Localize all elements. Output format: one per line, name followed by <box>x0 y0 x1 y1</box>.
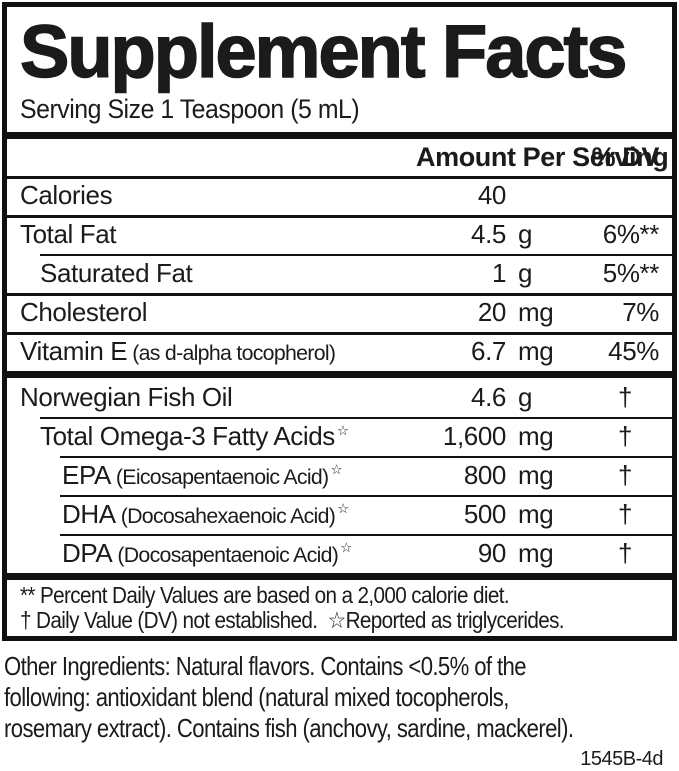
nutrient-dv: † <box>617 538 632 568</box>
nutrient-dv: † <box>617 421 632 451</box>
nutrient-amount: 40 <box>477 180 507 210</box>
triglyceride-star-mark: ☆ <box>336 423 349 439</box>
column-header-spacer <box>20 139 416 176</box>
product-code: 1545B-4d <box>580 748 663 770</box>
row-vitamin-e: Vitamin E (as d-alpha tocopherol) 6.7 mg … <box>7 332 672 371</box>
percent-dv-header: % DV <box>591 142 660 172</box>
thick-divider <box>7 573 672 580</box>
other-ingredients: Other Ingredients: Natural flavors. Cont… <box>0 643 679 744</box>
other-ingredients-line: following: antioxidant blend (natural mi… <box>4 682 509 712</box>
nutrient-amount: 4.5 <box>471 219 506 249</box>
nutrient-dv: † <box>617 382 632 412</box>
nutrient-name: EPA <box>62 460 111 490</box>
nutrient-unit: mg <box>518 460 554 490</box>
nutrient-name: Vitamin E <box>20 336 128 366</box>
serving-size-row: Serving Size 1 Teaspoon (5 mL) <box>7 89 672 132</box>
nutrient-name: Total Omega-3 Fatty Acids <box>40 421 335 451</box>
nutrient-dv <box>559 176 659 215</box>
row-cholesterol: Cholesterol 20 mg 7% <box>7 293 672 332</box>
nutrient-dv: † <box>617 499 632 529</box>
nutrient-name: Total Fat <box>20 219 117 249</box>
nutrient-dv: 45% <box>608 336 659 366</box>
nutrient-unit: mg <box>518 538 554 568</box>
nutrient-amount: 4.6 <box>471 382 506 412</box>
nutrient-amount: 1 <box>491 258 506 288</box>
footnotes: ** Percent Daily Values are based on a 2… <box>7 580 672 636</box>
nutrient-amount: 90 <box>477 538 507 568</box>
nutrient-name: Calories <box>20 180 113 210</box>
nutrient-amount: 6.7 <box>471 336 506 366</box>
facts-panel: Supplement Facts Serving Size 1 Teaspoon… <box>2 2 677 641</box>
nutrient-unit: g <box>518 219 533 249</box>
nutrient-unit: g <box>518 382 533 412</box>
thick-divider <box>7 132 672 139</box>
amount-per-serving-header: Amount Per Serving <box>416 142 669 172</box>
panel-title: Supplement Facts <box>19 10 628 93</box>
triglyceride-star-mark: ☆ <box>340 540 352 556</box>
footnote-percent-dv: ** Percent Daily Values are based on a 2… <box>20 582 510 608</box>
nutrient-name-detail: (Docosahexaenoic Acid) <box>120 504 336 528</box>
nutrient-name: DPA <box>62 538 113 568</box>
nutrient-unit: mg <box>518 421 554 451</box>
row-norwegian-fish-oil: Norwegian Fish Oil 4.6 g † <box>7 378 672 417</box>
row-total-fat: Total Fat 4.5 g 6%** <box>7 215 672 254</box>
row-saturated-fat: Saturated Fat 1 g 5%** <box>7 254 672 293</box>
nutrient-unit: mg <box>518 336 554 366</box>
footnote-dv-not-established: † Daily Value (DV) not established. ☆Rep… <box>20 607 565 633</box>
row-calories: Calories 40 <box>7 176 672 215</box>
nutrient-unit: g <box>518 258 533 288</box>
nutrient-name-detail: (Eicosapentaenoic Acid) <box>115 465 329 489</box>
nutrient-amount: 20 <box>477 297 507 327</box>
nutrient-name: Saturated Fat <box>40 258 193 288</box>
nutrient-dv: 5%** <box>602 258 660 288</box>
nutrient-name: DHA <box>62 499 116 529</box>
nutrient-name: Cholesterol <box>20 297 148 327</box>
nutrient-amount: 1,600 <box>442 421 506 451</box>
nutrient-dv: 6%** <box>602 219 660 249</box>
row-epa: EPA (Eicosapentaenoic Acid) ☆ 800 mg † <box>7 456 672 495</box>
nutrient-name-detail: (as d-alpha tocopherol) <box>132 341 336 365</box>
column-header-row: Amount Per Serving % DV <box>7 139 672 176</box>
row-total-omega-3: Total Omega-3 Fatty Acids ☆ 1,600 mg † <box>7 417 672 456</box>
serving-size-text: Serving Size 1 Teaspoon (5 mL) <box>20 94 360 124</box>
nutrient-dv: 7% <box>622 297 659 327</box>
other-ingredients-line: Other Ingredients: Natural flavors. Cont… <box>4 651 527 681</box>
nutrient-unit: mg <box>518 499 554 529</box>
nutrient-unit: mg <box>518 297 554 327</box>
triglyceride-star-mark: ☆ <box>330 462 343 478</box>
nutrient-unit <box>506 176 559 215</box>
row-dpa: DPA (Docosapentaenoic Acid) ☆ 90 mg † <box>7 534 672 573</box>
row-dha: DHA (Docosahexaenoic Acid) ☆ 500 mg † <box>7 495 672 534</box>
thick-divider <box>7 371 672 378</box>
nutrient-amount: 800 <box>463 460 507 490</box>
other-ingredients-line: rosemary extract). Contains fish (anchov… <box>4 713 574 743</box>
nutrient-name-detail: (Docosapentaenoic Acid) <box>117 543 339 567</box>
triglyceride-star-mark: ☆ <box>337 501 349 517</box>
nutrient-amount: 500 <box>463 499 507 529</box>
nutrient-dv: † <box>617 460 632 490</box>
nutrient-name: Norwegian Fish Oil <box>20 382 233 412</box>
